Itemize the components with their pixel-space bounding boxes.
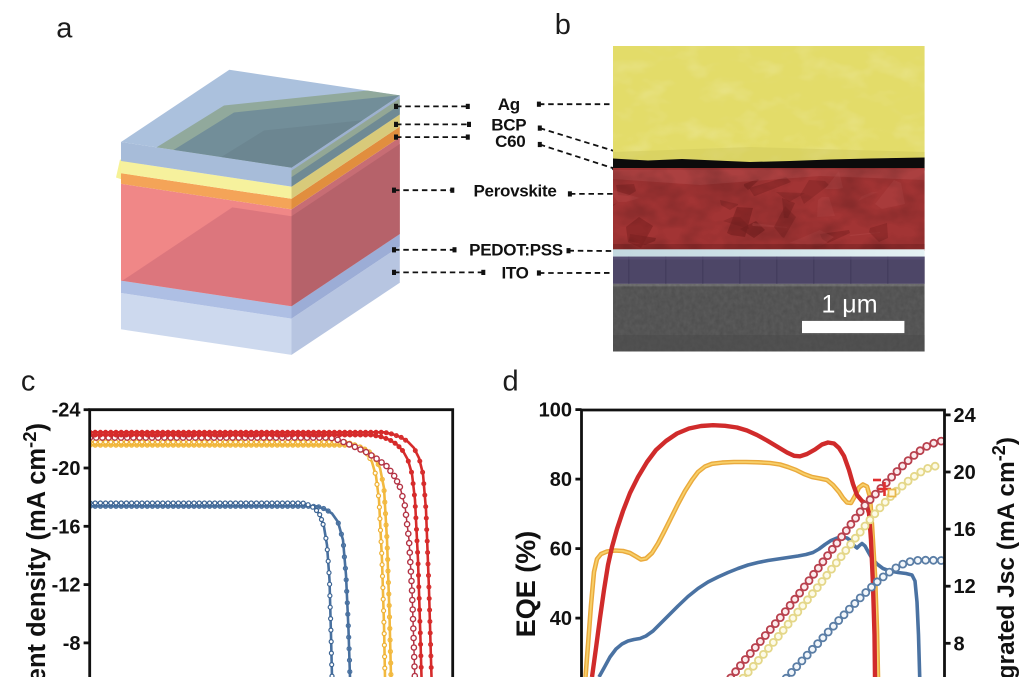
svg-text:Integrated Jsc (mA cm-2): Integrated Jsc (mA cm-2) bbox=[989, 437, 1020, 677]
svg-text:C60: C60 bbox=[495, 132, 525, 151]
svg-text:8: 8 bbox=[954, 633, 965, 655]
svg-text:-16: -16 bbox=[52, 516, 81, 538]
svg-text:12: 12 bbox=[954, 576, 976, 598]
svg-text:PEDOT:PSS: PEDOT:PSS bbox=[469, 241, 563, 260]
svg-text:-12: -12 bbox=[52, 575, 81, 597]
svg-text:EQE (%): EQE (%) bbox=[511, 531, 541, 638]
svg-text:Current density (mA cm-2): Current density (mA cm-2) bbox=[19, 423, 51, 677]
svg-text:c: c bbox=[21, 366, 36, 398]
svg-text:Perovskite: Perovskite bbox=[474, 181, 557, 200]
svg-text:b: b bbox=[555, 9, 571, 41]
svg-text:-8: -8 bbox=[63, 633, 81, 655]
svg-text:-24: -24 bbox=[52, 400, 82, 422]
svg-text:Ag: Ag bbox=[498, 95, 520, 114]
svg-text:-20: -20 bbox=[52, 458, 81, 480]
svg-text:a: a bbox=[56, 13, 73, 45]
svg-text:100: 100 bbox=[539, 400, 572, 422]
svg-text:20: 20 bbox=[954, 462, 976, 484]
svg-text:24: 24 bbox=[954, 405, 977, 427]
svg-text:40: 40 bbox=[550, 608, 572, 630]
svg-text:1 μm: 1 μm bbox=[821, 291, 877, 319]
svg-text:16: 16 bbox=[954, 519, 976, 541]
svg-text:ITO: ITO bbox=[501, 264, 528, 283]
svg-text:d: d bbox=[503, 366, 519, 398]
svg-text:80: 80 bbox=[550, 469, 572, 491]
svg-text:60: 60 bbox=[550, 539, 572, 561]
